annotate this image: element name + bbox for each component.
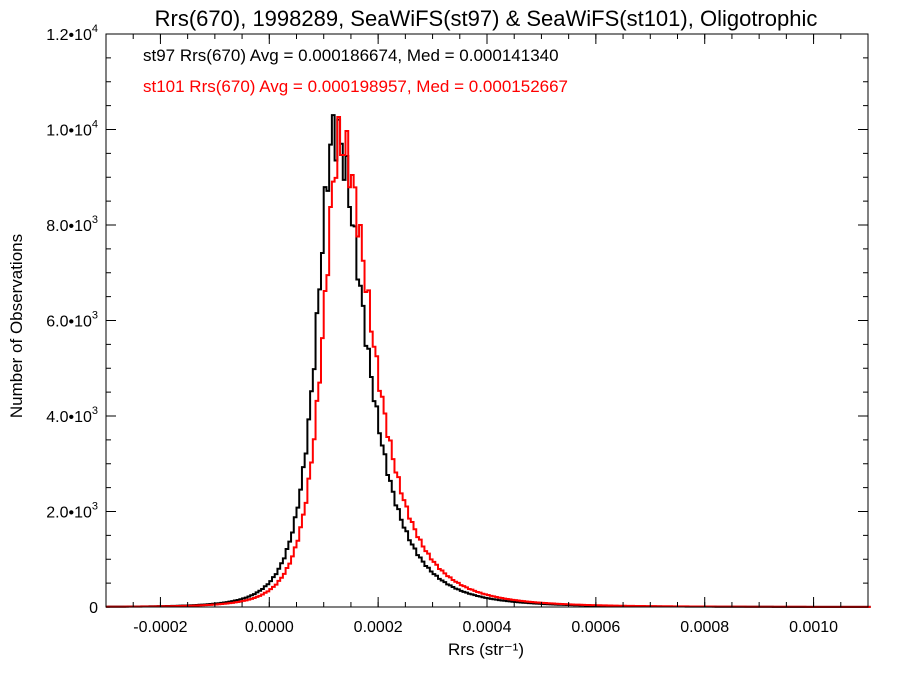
y-tick-label: 0 (89, 600, 98, 617)
x-axis-label: Rrs (str⁻¹) (448, 640, 524, 659)
x-tick-label: 0.0006 (571, 619, 620, 636)
axes-layer: -0.0002 0.0000 0.0002 0.0004 0.0006 0.0008 0.0… (46, 23, 869, 636)
legend-entry-st97: st97 Rrs(670) Avg = 0.000186674, Med = 0… (143, 46, 559, 65)
chart-title: Rrs(670), 1998289, SeaWiFS(st97) & SeaWi… (155, 6, 818, 31)
x-tick-label: -0.0002 (133, 619, 187, 636)
y-axis-label: Number of Observations (7, 234, 26, 418)
y-tick-label: 8.0•103 (46, 214, 98, 235)
x-tick-label: 0.0010 (789, 619, 838, 636)
y-tick-label: 4.0•103 (46, 405, 98, 426)
x-tick-label: 0.0002 (354, 619, 403, 636)
x-tick-label: 0.0004 (463, 619, 512, 636)
legend-entry-st101: st101 Rrs(670) Avg = 0.000198957, Med = … (143, 77, 568, 96)
y-tick-label: 1.0•104 (46, 119, 98, 140)
y-tick-label: 6.0•103 (46, 310, 98, 331)
x-tick-label: 0.0000 (245, 619, 294, 636)
x-tick-label: 0.0008 (680, 619, 729, 636)
y-tick-label: 2.0•103 (46, 501, 98, 522)
y-tick-label: 1.2•104 (46, 23, 98, 44)
